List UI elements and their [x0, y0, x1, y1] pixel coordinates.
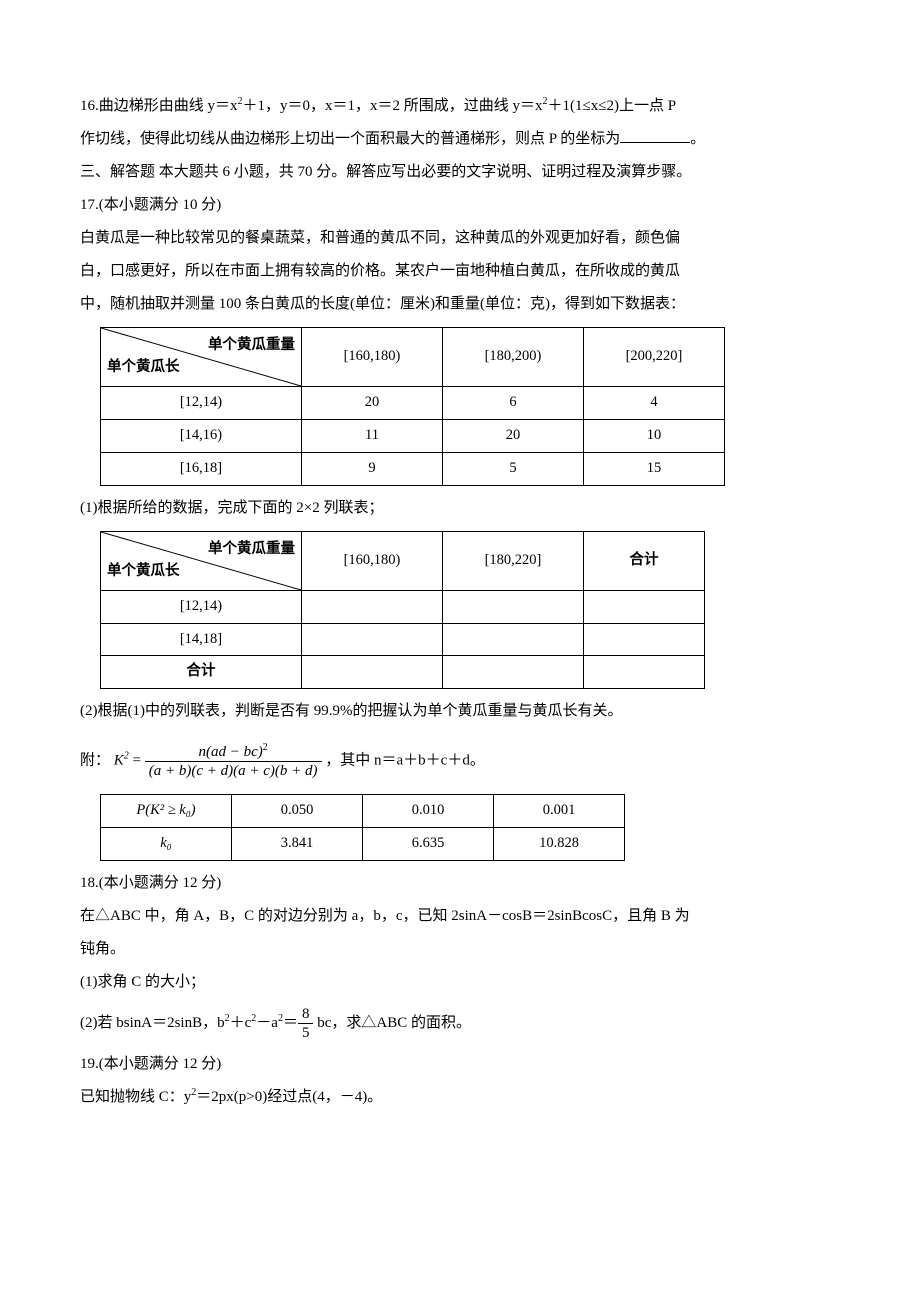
table-cell: 9 — [302, 452, 443, 485]
fu-fraction: n(ad − bc)2 (a + b)(c + d)(a + c)(b + d) — [145, 742, 322, 780]
row-label: [12,14) — [101, 590, 302, 623]
fu-suffix: ，其中 n＝a＋b＋c＋d。 — [325, 753, 485, 769]
q19-p1a: 已知抛物线 C：y — [80, 1089, 191, 1105]
table-cell — [443, 656, 584, 689]
table-cell: 11 — [302, 419, 443, 452]
q18-sub2b: ＋c — [230, 1015, 252, 1031]
q16-line2-text: 作切线，使得此切线从曲边梯形上切出一个面积最大的普通梯形，则点 P 的坐标为 — [80, 131, 620, 147]
q19-p1b: ＝2px(p>0)经过点(4，－4)。 — [196, 1089, 382, 1105]
q18-header: 18.(本小题满分 12 分) — [80, 867, 840, 900]
table-cell — [302, 623, 443, 656]
diag-bot-label: 单个黄瓜长 — [107, 556, 180, 588]
diag-bot-label: 单个黄瓜长 — [107, 352, 180, 384]
table-cell: P(K² ≥ k₀) — [101, 795, 232, 828]
fu-num-sup: 2 — [263, 742, 268, 753]
fu-lhs-sup: 2 — [124, 751, 129, 762]
table-cell — [443, 590, 584, 623]
table-cell: 10.828 — [494, 828, 625, 861]
table-cell — [302, 590, 443, 623]
q18-p2: 钝角。 — [80, 933, 840, 966]
diag-top-label: 单个黄瓜重量 — [208, 330, 295, 362]
col-header: [200,220] — [584, 328, 725, 387]
fu-lhs: K — [114, 753, 124, 769]
table-cell: 10 — [584, 419, 725, 452]
col-header: [160,180) — [302, 531, 443, 590]
table-cell: 6 — [443, 387, 584, 420]
q18-sub2: (2)若 bsinA＝2sinB，b2＋c2－a2＝85 bc，求△ABC 的面… — [80, 1005, 840, 1042]
table-cell: 0.010 — [363, 795, 494, 828]
table-cell — [584, 656, 705, 689]
table-cell: 6.635 — [363, 828, 494, 861]
row-label: [14,18] — [101, 623, 302, 656]
q16-text-c: ＋1(1≤x≤2)上一点 P — [548, 98, 677, 114]
row-label: [12,14) — [101, 387, 302, 420]
table-cell: 4 — [584, 387, 725, 420]
q16-line2: 作切线，使得此切线从曲边梯形上切出一个面积最大的普通梯形，则点 P 的坐标为 。 — [80, 123, 840, 156]
row-label: [14,16) — [101, 419, 302, 452]
answer-blank[interactable] — [620, 127, 690, 143]
table-cell — [584, 590, 705, 623]
table-cell: 0.050 — [232, 795, 363, 828]
fu-prefix: 附： — [80, 753, 110, 769]
table-cell — [302, 656, 443, 689]
col-header: [180,220] — [443, 531, 584, 590]
q17-sub2: (2)根据(1)中的列联表，判断是否有 99.9%的把握认为单个黄瓜重量与黄瓜长… — [80, 695, 840, 728]
q18-sub2a: (2)若 bsinA＝2sinB，b — [80, 1015, 225, 1031]
q19-p1: 已知抛物线 C：y2＝2px(p>0)经过点(4，－4)。 — [80, 1081, 840, 1114]
table-cell: 0.001 — [494, 795, 625, 828]
fu-den: (a + b)(c + d)(a + c)(b + d) — [145, 762, 322, 780]
q18-sub1: (1)求角 C 的大小； — [80, 966, 840, 999]
row-label: 合计 — [101, 656, 302, 689]
q17-header: 17.(本小题满分 10 分) — [80, 189, 840, 222]
q17-data-table-2: 单个黄瓜重量单个黄瓜长[160,180)[180,220]合计[12,14)[1… — [100, 531, 705, 690]
q18-sub2d: ＝ — [283, 1015, 298, 1031]
q17-p3: 中，随机抽取并测量 100 条白黄瓜的长度(单位：厘米)和重量(单位：克)，得到… — [80, 288, 840, 321]
col-header: [180,200) — [443, 328, 584, 387]
col-header: [160,180) — [302, 328, 443, 387]
table-cell: 3.841 — [232, 828, 363, 861]
q16-text-a: 16.曲边梯形由曲线 y＝x — [80, 98, 238, 114]
section-3-heading: 三、解答题 本大题共 6 小题，共 70 分。解答应写出必要的文字说明、证明过程… — [80, 156, 840, 189]
q17-formula-line: 附： K2 = n(ad − bc)2 (a + b)(c + d)(a + c… — [80, 742, 840, 780]
q17-sub1: (1)根据所给的数据，完成下面的 2×2 列联表； — [80, 492, 840, 525]
table-cell: k₀ — [101, 828, 232, 861]
q18-frac-num: 8 — [298, 1005, 314, 1024]
table-cell: 5 — [443, 452, 584, 485]
fu-num: n(ad − bc) — [198, 744, 262, 760]
q17-data-table-1: 单个黄瓜重量单个黄瓜长[160,180)[180,200)[200,220][1… — [100, 327, 725, 486]
diag-top-label: 单个黄瓜重量 — [208, 534, 295, 566]
q18-frac: 85 — [298, 1005, 314, 1042]
table-cell: 20 — [302, 387, 443, 420]
table-cell: 20 — [443, 419, 584, 452]
row-label: [16,18] — [101, 452, 302, 485]
col-header: 合计 — [584, 531, 705, 590]
q19-header: 19.(本小题满分 12 分) — [80, 1048, 840, 1081]
q18-p1: 在△ABC 中，角 A，B，C 的对边分别为 a，b，c，已知 2sinA－co… — [80, 900, 840, 933]
table-cell — [443, 623, 584, 656]
diag-header-cell: 单个黄瓜重量单个黄瓜长 — [101, 328, 302, 387]
table-cell — [584, 623, 705, 656]
diag-header-cell: 单个黄瓜重量单个黄瓜长 — [101, 531, 302, 590]
q16-period: 。 — [690, 131, 705, 147]
q18-sub2c: －a — [256, 1015, 278, 1031]
q18-sub2e: bc，求△ABC 的面积。 — [313, 1015, 471, 1031]
q17-chi-square-table: P(K² ≥ k₀)0.0500.0100.001 k₀3.8416.63510.… — [100, 794, 625, 861]
q18-frac-den: 5 — [298, 1024, 314, 1042]
q16-text-b: ＋1，y＝0，x＝1，x＝2 所围成，过曲线 y＝x — [243, 98, 543, 114]
fu-eq: = — [133, 753, 145, 769]
q16-line1: 16.曲边梯形由曲线 y＝x2＋1，y＝0，x＝1，x＝2 所围成，过曲线 y＝… — [80, 90, 840, 123]
table-cell: 15 — [584, 452, 725, 485]
q17-p1: 白黄瓜是一种比较常见的餐桌蔬菜，和普通的黄瓜不同，这种黄瓜的外观更加好看，颜色偏 — [80, 222, 840, 255]
q17-p2: 白，口感更好，所以在市面上拥有较高的价格。某农户一亩地种植白黄瓜，在所收成的黄瓜 — [80, 255, 840, 288]
